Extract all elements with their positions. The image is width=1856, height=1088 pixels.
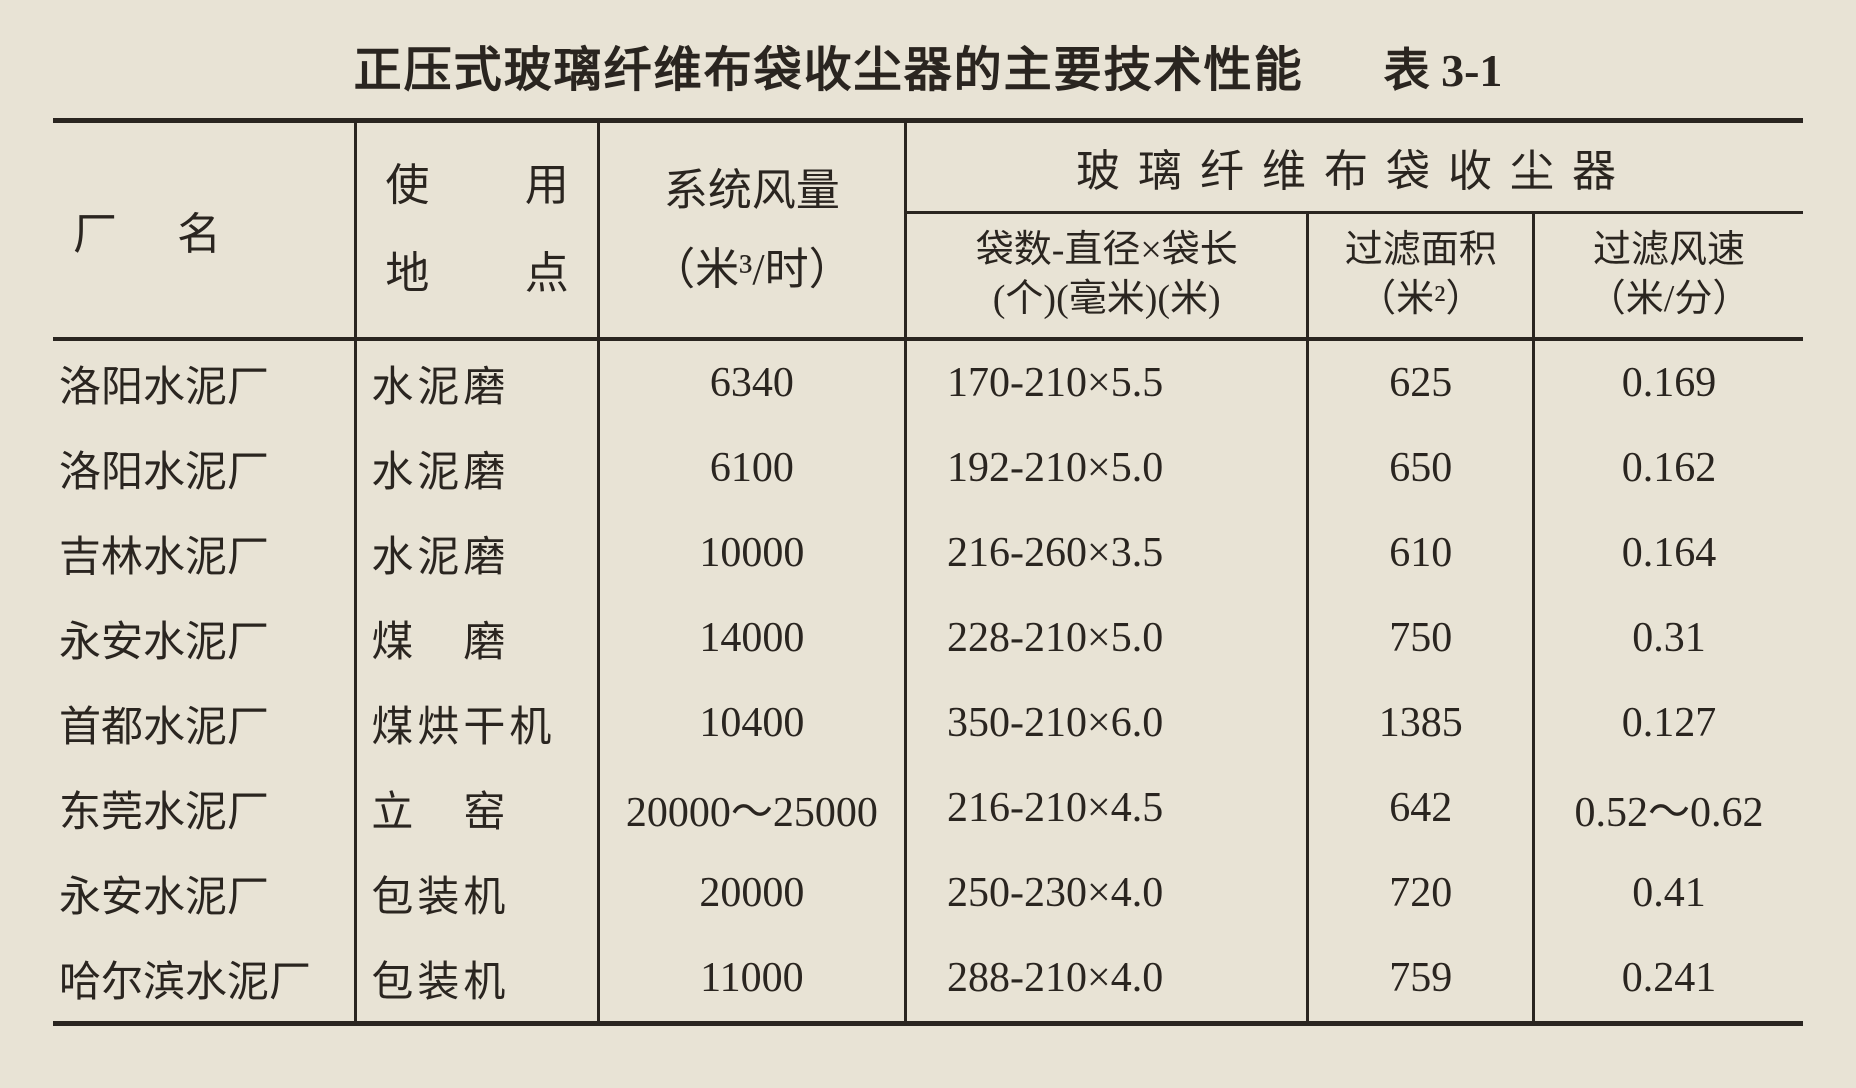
cell-flow: 11000 [598,936,905,1024]
cell-speed: 0.241 [1534,936,1803,1024]
cell-bags: 216-210×4.5 [906,766,1308,851]
cell-area: 759 [1308,936,1534,1024]
col-header-flow-line1: 系统风量 [614,151,890,230]
cell-bags: 192-210×5.0 [906,426,1308,511]
col-header-bags-line1: 袋数-直径×袋长 [921,226,1292,275]
col-header-group: 玻璃纤维布袋收尘器 [906,121,1803,213]
cell-flow: 14000 [598,596,905,681]
col-header-speed-line2: （米/分） [1549,275,1789,324]
cell-area: 625 [1308,339,1534,426]
col-header-speed-line1: 过滤风速 [1549,226,1789,275]
table-head: 厂名 使用 地点 系统风量 （米³/时） 玻璃纤维布袋收尘器 袋数-直径×袋长 … [53,121,1803,339]
cell-factory: 永安水泥厂 [53,596,356,681]
table-row: 洛阳水泥厂水泥磨6100192-210×5.06500.162 [53,426,1803,511]
col-header-speed: 过滤风速 （米/分） [1534,213,1803,339]
cell-speed: 0.169 [1534,339,1803,426]
cell-speed: 0.164 [1534,511,1803,596]
cell-bags: 216-260×3.5 [906,511,1308,596]
cell-area: 650 [1308,426,1534,511]
table-row: 洛阳水泥厂水泥磨6340170-210×5.56250.169 [53,339,1803,426]
table-row: 吉林水泥厂水泥磨10000216-260×3.56100.164 [53,511,1803,596]
page-title: 正压式玻璃纤维布袋收尘器的主要技术性能 [354,30,1304,100]
col-header-area: 过滤面积 （米²） [1308,213,1534,339]
cell-area: 750 [1308,596,1534,681]
cell-factory: 首都水泥厂 [53,681,356,766]
cell-bags: 288-210×4.0 [906,936,1308,1024]
cell-flow: 10400 [598,681,905,766]
cell-use: 包装机 [356,851,598,936]
cell-flow: 20000 [598,851,905,936]
cell-use: 水泥磨 [356,339,598,426]
col-header-use-line2: 地点 [385,230,568,318]
col-header-area-line2: （米²） [1323,275,1518,324]
col-header-area-line1: 过滤面积 [1323,226,1518,275]
cell-area: 1385 [1308,681,1534,766]
cell-area: 642 [1308,766,1534,851]
col-header-flow-line2: （米³/时） [614,230,890,309]
table-row: 首都水泥厂煤烘干机10400350-210×6.013850.127 [53,681,1803,766]
cell-use: 煤 磨 [356,596,598,681]
cell-bags: 250-230×4.0 [906,851,1308,936]
table-number-label: 表 3-1 [1384,34,1503,100]
cell-speed: 0.52～0.62 [1534,766,1803,851]
cell-factory: 洛阳水泥厂 [53,426,356,511]
cell-factory: 洛阳水泥厂 [53,339,356,426]
col-header-use: 使用 地点 [356,121,598,339]
cell-use: 水泥磨 [356,426,598,511]
cell-flow: 6340 [598,339,905,426]
col-header-use-line1: 使用 [385,142,568,230]
table-row: 东莞水泥厂立 窑20000～25000216-210×4.56420.52～0.… [53,766,1803,851]
col-header-factory: 厂名 [53,121,356,339]
table-row: 永安水泥厂包装机20000250-230×4.07200.41 [53,851,1803,936]
cell-bags: 170-210×5.5 [906,339,1308,426]
cell-speed: 0.31 [1534,596,1803,681]
cell-flow: 6100 [598,426,905,511]
cell-flow: 20000～25000 [598,766,905,851]
cell-use: 包装机 [356,936,598,1024]
cell-bags: 228-210×5.0 [906,596,1308,681]
table-row: 永安水泥厂煤 磨14000228-210×5.07500.31 [53,596,1803,681]
col-header-flow: 系统风量 （米³/时） [598,121,905,339]
col-header-bags: 袋数-直径×袋长 (个)(毫米)(米) [906,213,1308,339]
cell-use: 煤烘干机 [356,681,598,766]
cell-bags: 350-210×6.0 [906,681,1308,766]
cell-speed: 0.127 [1534,681,1803,766]
table-row: 哈尔滨水泥厂包装机11000288-210×4.07590.241 [53,936,1803,1024]
cell-use: 水泥磨 [356,511,598,596]
cell-factory: 哈尔滨水泥厂 [53,936,356,1024]
table-container: 正压式玻璃纤维布袋收尘器的主要技术性能 表 3-1 厂名 使用 地点 系统风量 … [53,30,1803,1026]
cell-speed: 0.41 [1534,851,1803,936]
cell-area: 610 [1308,511,1534,596]
col-header-bags-line2: (个)(毫米)(米) [921,275,1292,324]
cell-factory: 东莞水泥厂 [53,766,356,851]
cell-speed: 0.162 [1534,426,1803,511]
cell-flow: 10000 [598,511,905,596]
spec-table: 厂名 使用 地点 系统风量 （米³/时） 玻璃纤维布袋收尘器 袋数-直径×袋长 … [53,118,1803,1026]
title-row: 正压式玻璃纤维布袋收尘器的主要技术性能 表 3-1 [53,30,1803,100]
cell-factory: 永安水泥厂 [53,851,356,936]
cell-use: 立 窑 [356,766,598,851]
cell-factory: 吉林水泥厂 [53,511,356,596]
cell-area: 720 [1308,851,1534,936]
table-body: 洛阳水泥厂水泥磨6340170-210×5.56250.169洛阳水泥厂水泥磨6… [53,339,1803,1024]
